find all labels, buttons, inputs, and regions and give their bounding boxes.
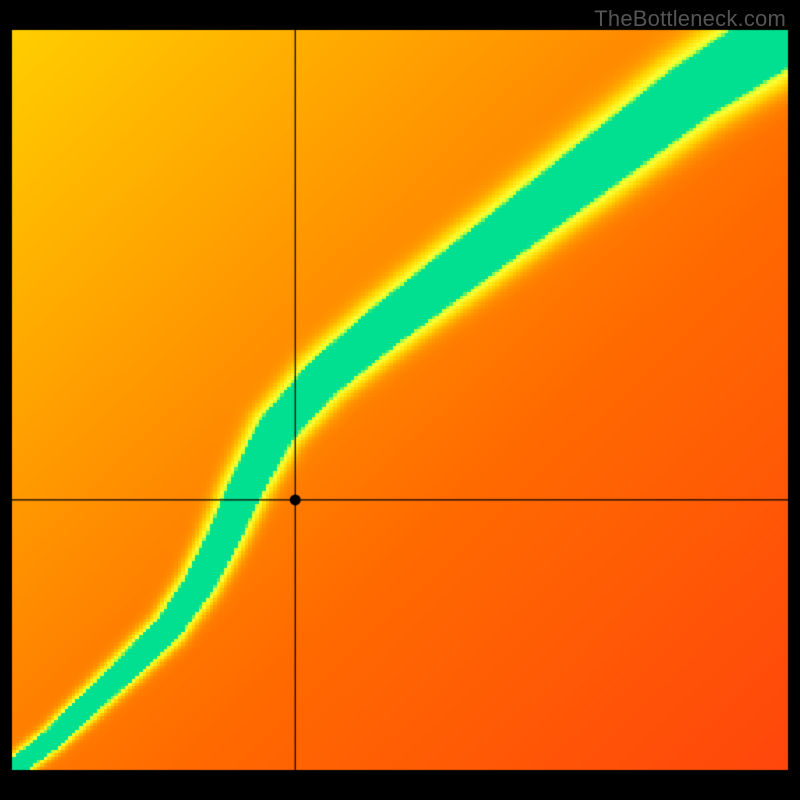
heatmap-canvas (0, 0, 800, 800)
watermark-text: TheBottleneck.com (594, 6, 786, 32)
chart-container: TheBottleneck.com (0, 0, 800, 800)
